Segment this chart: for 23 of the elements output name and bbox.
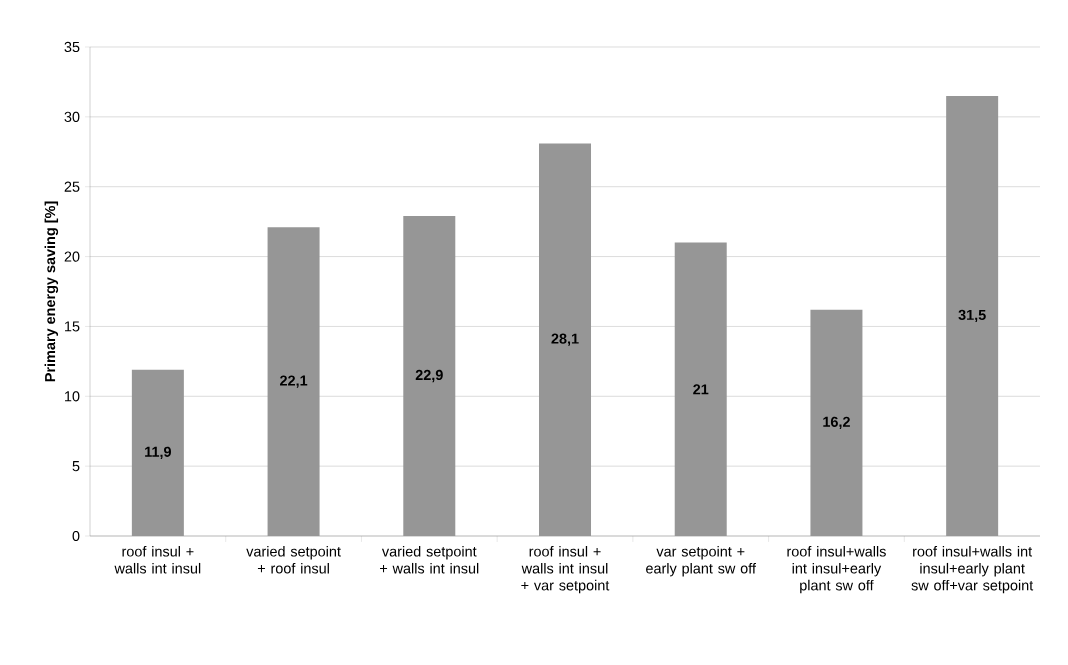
y-tick-label: 10 [65, 391, 80, 402]
data-label: 31,5 [958, 309, 986, 323]
y-tick-label: 15 [65, 321, 80, 332]
x-tick-label: varied setpoint + walls int insul [380, 545, 479, 574]
x-tick-label: varied setpoint + roof insul [246, 545, 341, 574]
x-tick-label: roof insul+walls int insul+early plant sw off+var setpoint [911, 545, 1034, 594]
x-tick-label: roof insul+walls int insul+early plant sw off [787, 545, 886, 594]
y-tick-label: 0 [72, 530, 80, 542]
y-tick-label: 20 [64, 251, 80, 262]
y-tick-label: 5 [72, 461, 80, 472]
y-tick-label: 25 [64, 181, 80, 192]
y-axis-title: Primary energy saving [%] [44, 201, 59, 382]
data-label: 21 [693, 384, 709, 395]
data-label: 16,2 [823, 416, 850, 429]
data-label: 28,1 [551, 333, 579, 346]
y-tick-label: 35 [64, 41, 80, 53]
data-label: 11,9 [145, 446, 171, 460]
x-tick-label: roof insul + walls int insul [114, 545, 201, 574]
y-tick-label: 30 [64, 111, 80, 122]
x-tick-label: var setpoint + early plant sw off [646, 545, 756, 577]
data-label: 22,1 [280, 375, 308, 388]
data-label: 22,9 [415, 369, 443, 383]
x-tick-label: roof insul + walls int insul + var setpoint [521, 545, 610, 594]
